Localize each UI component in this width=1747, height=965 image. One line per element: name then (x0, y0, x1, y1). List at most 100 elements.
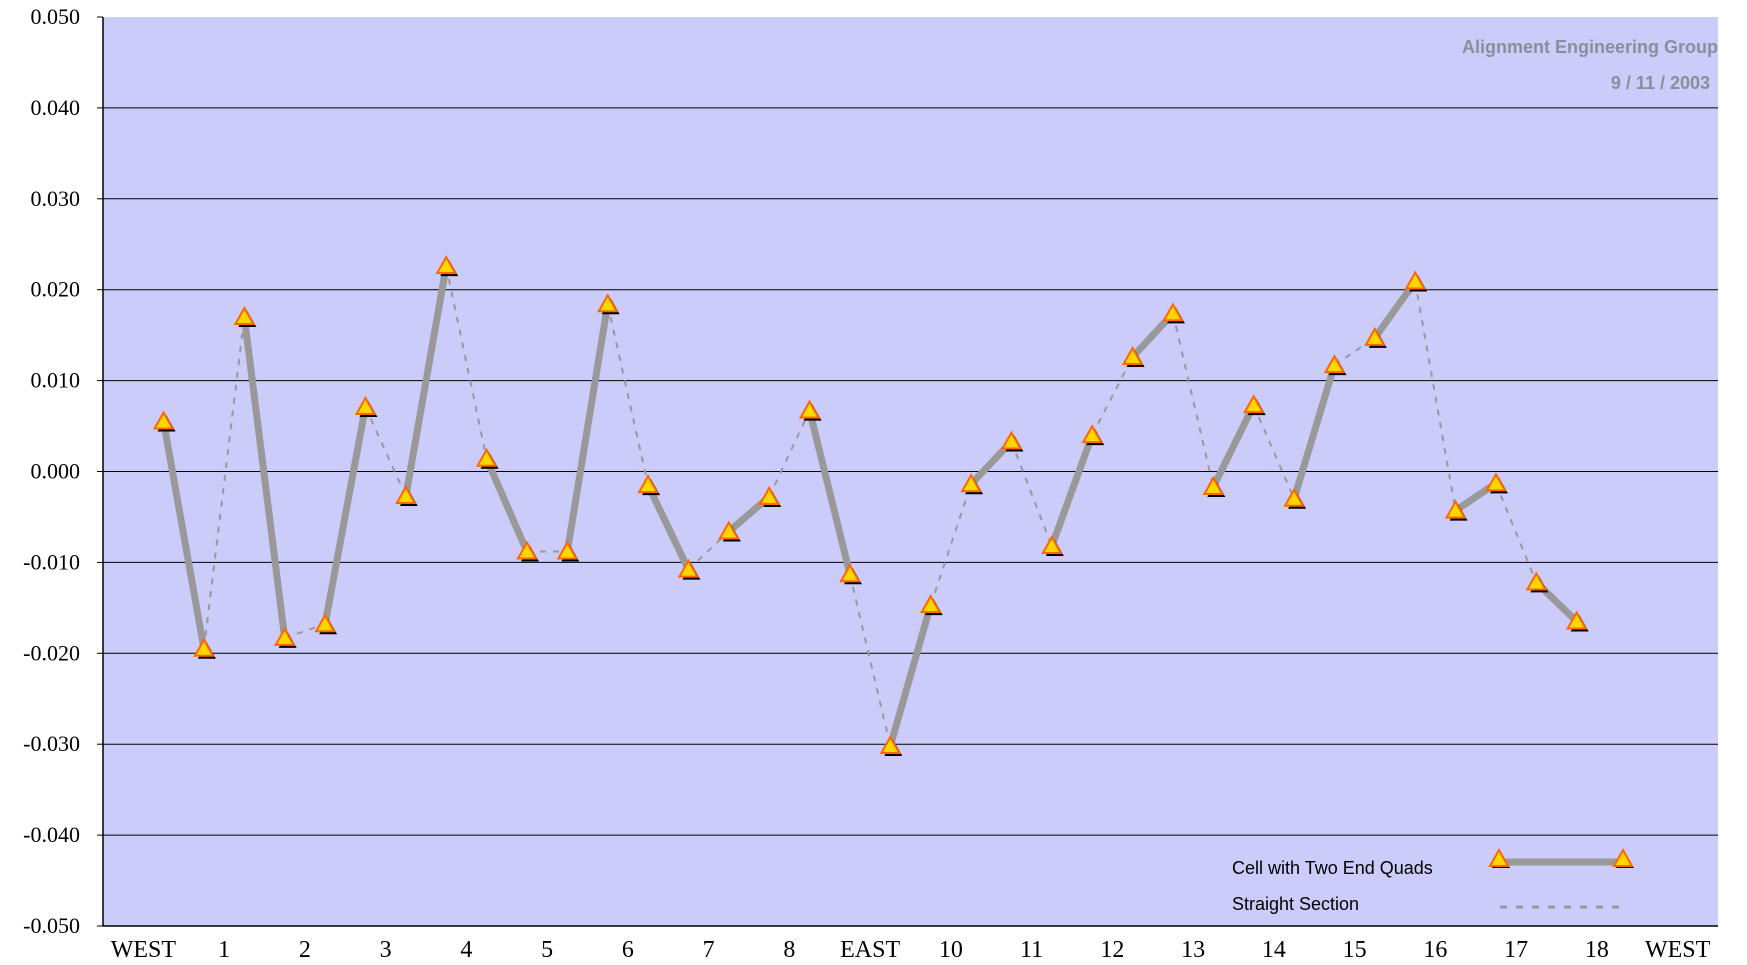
data-point-marker (637, 474, 661, 496)
y-tick-label: -0.010 (23, 549, 80, 574)
data-point-marker (677, 558, 701, 580)
data-point-marker (1404, 270, 1428, 292)
data-point-marker (1364, 326, 1387, 348)
data-point-marker (1242, 394, 1266, 416)
y-tick-label: 0.020 (31, 277, 81, 302)
x-tick-label: 1 (218, 937, 230, 963)
data-point-marker (556, 540, 580, 562)
cell-line-segment (483, 455, 531, 555)
x-tick-label: 14 (1262, 937, 1286, 963)
data-point-marker (1202, 475, 1226, 497)
data-point-marker (1162, 302, 1185, 324)
x-tick-label: 5 (541, 937, 553, 963)
data-point-marker (1565, 610, 1589, 632)
y-tick-label: -0.050 (23, 913, 80, 938)
data-point-marker (273, 626, 297, 648)
data-point-marker (1041, 534, 1064, 557)
data-point-marker (718, 520, 741, 542)
y-tick-label: -0.020 (23, 640, 80, 665)
data-point-marker (758, 485, 782, 507)
straight-section-line-segment (202, 316, 246, 649)
y-tick-label: -0.040 (23, 822, 80, 847)
x-tick-label: 17 (1504, 937, 1528, 963)
cell-line-segment (321, 403, 369, 628)
data-point-marker (516, 540, 539, 562)
data-point-marker (233, 305, 257, 327)
cell-line-segment (1048, 431, 1096, 550)
y-tick-label: 0.000 (31, 459, 81, 484)
data-point-marker (152, 410, 176, 432)
y-tick-label: -0.030 (23, 731, 80, 756)
axes (102, 17, 1718, 927)
legend-label-cell-with-two-end-quads: Cell with Two End Quads (1232, 858, 1433, 878)
cell-line-segment (1371, 278, 1419, 342)
legend-marker-right (1612, 847, 1634, 868)
data-point-marker (1525, 571, 1549, 593)
x-tick-label: 10 (939, 937, 963, 963)
data-point-marker (1283, 487, 1307, 509)
x-tick-label: WEST (1645, 937, 1711, 963)
y-tick-label: 0.040 (31, 95, 81, 120)
cell-line-segment (644, 481, 692, 574)
straight-section-line-segment (1010, 441, 1053, 547)
grid-lines (97, 16, 1718, 927)
data-point-marker (475, 447, 499, 469)
data-point-marker (395, 485, 418, 507)
data-point-marker (314, 613, 338, 635)
data-point-marker (879, 734, 903, 757)
x-tick-label: WEST (111, 937, 177, 963)
straight-section-line-segment (687, 530, 730, 571)
cell-line-segment (402, 262, 450, 500)
straight-section-line-segment (1091, 356, 1134, 436)
straight-section-line-segment (364, 406, 407, 497)
x-tick-labels: WEST 1 2 3 4 5 6 7 8 EAST 10 11 12 13 14 15 16 17 18 WEST (111, 937, 1711, 963)
cell-with-two-end-quads-series (160, 262, 1581, 750)
straight-section-line-segment (606, 304, 650, 486)
x-tick-label: 4 (460, 937, 472, 963)
data-point-marker (919, 594, 943, 616)
x-tick-label: 7 (703, 937, 715, 963)
x-tick-label: 6 (622, 937, 634, 963)
y-tick-label: 0.050 (31, 4, 81, 29)
data-point-marker (960, 473, 984, 495)
x-tick-label: 15 (1343, 937, 1367, 963)
data-point-marker (1000, 430, 1024, 452)
data-point-marker (193, 637, 216, 659)
cell-line-segment (806, 407, 854, 578)
data-point-marker (1444, 499, 1468, 521)
cell-line-segment (160, 418, 208, 653)
straight-section-line-segment (1171, 313, 1215, 488)
cell-line-segment (1209, 401, 1258, 491)
data-point-marker (1121, 345, 1145, 367)
data-point-marker (354, 395, 378, 417)
legend-marker-left (1488, 847, 1510, 868)
x-tick-label: 11 (1020, 937, 1043, 963)
x-tick-label: 3 (380, 937, 392, 963)
legend: Cell with Two End Quads Straight Section (1232, 847, 1634, 914)
y-tick-label: 0.030 (31, 186, 81, 211)
y-tick-labels: 0.050 0.040 0.030 0.020 0.010 0.000 -0.010 -0.0… (23, 4, 80, 938)
straight-section-line-segment (768, 410, 811, 498)
straight-section-line-segment (1252, 404, 1295, 500)
y-tick-label: 0.010 (31, 368, 81, 393)
data-point-marker (1323, 354, 1347, 376)
cell-line-segment (240, 313, 289, 642)
data-point-marker (798, 399, 822, 421)
cell-line-segment (563, 300, 612, 555)
x-tick-label: 2 (299, 937, 311, 963)
straight-section-line-segment (1495, 482, 1538, 583)
x-tick-label: 16 (1423, 937, 1447, 963)
annotation-group-name: Alignment Engineering Group (1462, 37, 1718, 57)
data-markers (152, 255, 1589, 757)
data-point-marker (596, 293, 620, 315)
straight-section-series (202, 265, 1538, 747)
x-tick-label: 13 (1181, 937, 1205, 963)
straight-section-line-segment (848, 573, 892, 747)
x-tick-label: 18 (1585, 937, 1609, 963)
x-tick-label: 12 (1100, 937, 1124, 963)
legend-label-straight-section: Straight Section (1232, 894, 1359, 914)
x-tick-label: 8 (783, 937, 795, 963)
data-point-marker (435, 255, 459, 277)
data-point-marker (1081, 424, 1105, 446)
